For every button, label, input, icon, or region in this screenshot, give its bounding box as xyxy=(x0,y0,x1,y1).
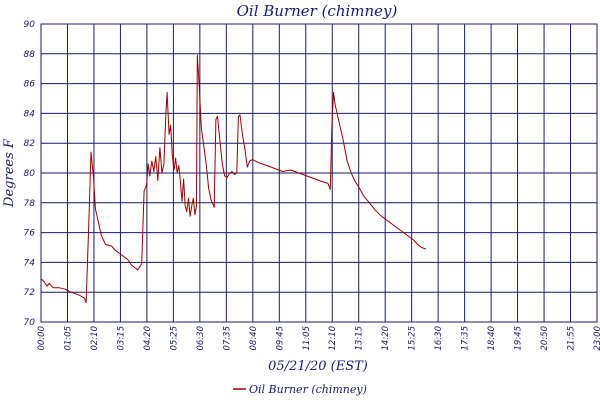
x-tick-label: 03:15 xyxy=(116,326,126,351)
x-axis-tick-labels: 00:00 01:05 02:10 03:15 04:20 05:25 06:30 07:35… xyxy=(37,326,600,351)
series-line xyxy=(40,54,426,304)
legend-label: Oil Burner (chimney) xyxy=(249,383,367,396)
x-tick-label: 07:35 xyxy=(222,326,232,351)
y-tick-label: 78 xyxy=(24,199,36,209)
x-tick-label: 02:10 xyxy=(90,326,100,351)
x-tick-label: 11:05 xyxy=(302,326,312,351)
x-tick-label: 05:25 xyxy=(169,326,179,351)
y-tick-label: 72 xyxy=(24,288,36,298)
x-tick-label: 13:15 xyxy=(355,326,365,351)
y-tick-label: 80 xyxy=(24,169,36,179)
x-tick-label: 12:10 xyxy=(328,326,338,351)
x-tick-label: 21:55 xyxy=(567,326,577,351)
x-tick-label: 19:45 xyxy=(514,326,524,351)
x-tick-label: 09:45 xyxy=(275,326,285,351)
x-tick-label: 16:30 xyxy=(434,326,444,351)
legend: Oil Burner (chimney) xyxy=(233,383,367,396)
x-tick-label: 15:25 xyxy=(408,326,418,351)
plot-area-frame xyxy=(40,23,598,323)
x-tick-label: 01:05 xyxy=(63,326,73,351)
y-tick-label: 74 xyxy=(24,258,36,268)
y-axis-tick-labels: 70 72 74 76 78 80 82 84 86 88 90 xyxy=(24,20,36,328)
y-axis-title: Degrees F xyxy=(2,138,17,208)
x-axis-title: 05/21/20 (EST) xyxy=(268,359,368,374)
series-layer xyxy=(40,54,426,304)
x-tick-label: 20:50 xyxy=(540,326,550,351)
grid-lines xyxy=(40,23,598,323)
x-tick-label: 18:40 xyxy=(487,326,497,351)
y-tick-label: 76 xyxy=(24,229,36,239)
y-tick-label: 84 xyxy=(24,109,36,119)
y-tick-label: 70 xyxy=(24,318,36,328)
chart-title: Oil Burner (chimney) xyxy=(237,2,398,20)
x-tick-label: 23:00 xyxy=(593,326,600,351)
x-tick-label: 17:35 xyxy=(461,326,471,351)
y-tick-label: 82 xyxy=(24,139,36,149)
x-tick-label: 06:30 xyxy=(196,326,206,351)
y-tick-label: 86 xyxy=(24,80,36,90)
x-tick-label: 08:40 xyxy=(249,326,259,351)
x-tick-label: 04:20 xyxy=(143,326,153,351)
y-tick-label: 90 xyxy=(24,20,36,30)
x-tick-label: 00:00 xyxy=(37,326,47,351)
y-tick-label: 88 xyxy=(24,50,36,60)
x-tick-label: 14:20 xyxy=(381,326,391,351)
